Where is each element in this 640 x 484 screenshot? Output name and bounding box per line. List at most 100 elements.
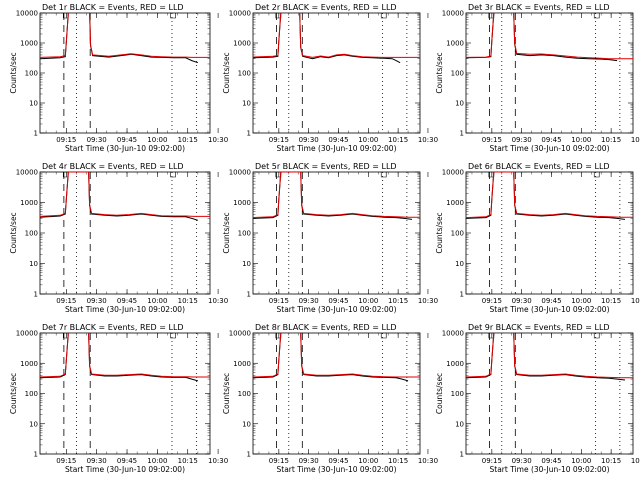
y-tick-label: 10000: [229, 10, 251, 18]
x-tick-label: 10:30: [631, 457, 640, 465]
top-bracket: [170, 13, 176, 19]
plot-frame: [252, 12, 421, 134]
lld-series-line: [466, 13, 633, 60]
y-axis-label: Counts/sec: [222, 52, 231, 93]
x-axis-label: Start Time (30-Jun-10 09:02:00): [490, 144, 610, 153]
x-tick-label: 10:15: [388, 457, 408, 465]
y-tick-label: 10000: [229, 169, 251, 177]
y-axis-label: Counts/sec: [9, 212, 18, 253]
x-tick-label: 10:30: [208, 136, 228, 144]
y-tick-label: 1: [247, 291, 251, 299]
x-tick-label: 09:45: [117, 297, 137, 305]
x-axis-label: Start Time (30-Jun-10 09:02:00): [490, 465, 610, 474]
top-bracket: [170, 333, 176, 339]
y-tick-label: 10: [455, 260, 464, 268]
x-tick-label: 09:15: [56, 457, 76, 465]
lld-series-line: [253, 172, 420, 219]
x-tick-label: 09:45: [117, 136, 137, 144]
x-tick-label: 10:15: [178, 297, 198, 305]
x-tick-label: 09:30: [512, 457, 532, 465]
plot-panel-3: Det 3r BLACK = Events, RED = LLD 1 10 100 10…: [435, 3, 640, 153]
x-tick-label: 09:30: [87, 297, 107, 305]
x-tick-label: 10:15: [601, 297, 621, 305]
x-tick-label: 09:45: [328, 457, 348, 465]
x-tick-label: 09:45: [328, 136, 348, 144]
x-tick-label: 09:45: [541, 136, 561, 144]
panel-title: Det 8r BLACK = Events, RED = LLD: [255, 323, 397, 332]
x-axis-label: Start Time (30-Jun-10 09:02:00): [490, 305, 610, 314]
y-tick-label: 10000: [16, 169, 38, 177]
x-tick-label: 09:45: [117, 457, 137, 465]
plot-panel-4: Det 4r BLACK = Events, RED = LLD 1 10 100 10…: [9, 162, 228, 314]
y-tick-label: 1: [247, 130, 251, 138]
x-tick-label: 10:00: [571, 136, 591, 144]
x-tick-label: 10:15: [178, 136, 198, 144]
x-tick-label: 10:30: [418, 297, 438, 305]
y-tick-label: 1000: [446, 199, 464, 207]
panel-title: Det 9r BLACK = Events, RED = LLD: [468, 323, 610, 332]
top-bracket: [170, 172, 176, 178]
y-tick-label: 1000: [20, 40, 38, 48]
y-tick-label: 10: [29, 260, 38, 268]
x-tick-label: 09:45: [541, 457, 561, 465]
y-tick-label: 100: [451, 70, 464, 78]
y-tick-label: 10: [455, 100, 464, 108]
x-tick-label: 10:15: [601, 136, 621, 144]
y-tick-label: 1000: [446, 40, 464, 48]
lld-series-line: [466, 333, 633, 379]
plot-frame: [39, 12, 211, 134]
y-tick-label: 10: [29, 420, 38, 428]
plot-frame: [252, 332, 421, 455]
plot-frame: [39, 332, 211, 455]
x-axis-label: Start Time (30-Jun-10 09:02:00): [277, 305, 397, 314]
plot-panel-9: Det 9r BLACK = Events, RED = LLD 1 10 100 10…: [435, 323, 640, 474]
y-axis-label: Counts/sec: [435, 373, 444, 414]
x-tick-label: 09:45: [541, 297, 561, 305]
x-axis-label: Start Time (30-Jun-10 09:02:00): [277, 144, 397, 153]
lld-series-line: [253, 333, 420, 378]
x-axis-label: Start Time (30-Jun-10 09:02:00): [65, 465, 185, 474]
x-tick-label: 09:15: [269, 136, 289, 144]
x-tick-label: 10:00: [147, 297, 167, 305]
plot-panel-2: Det 2r BLACK = Events, RED = LLD 1 10 100 10…: [222, 3, 438, 153]
y-tick-label: 10000: [442, 169, 464, 177]
y-tick-label: 10: [242, 100, 251, 108]
y-tick-label: 1: [460, 291, 464, 299]
x-tick-label: 10:15: [388, 136, 408, 144]
panel-title: Det 4r BLACK = Events, RED = LLD: [42, 162, 184, 171]
panel-title: Det 7r BLACK = Events, RED = LLD: [42, 323, 184, 332]
x-tick-label: 10:30: [208, 297, 228, 305]
lld-series-line: [466, 172, 633, 219]
y-tick-label: 100: [451, 230, 464, 238]
x-axis-label: Start Time (30-Jun-10 09:02:00): [65, 305, 185, 314]
top-bracket: [380, 13, 387, 19]
x-tick-label: 10:00: [147, 136, 167, 144]
y-axis-label: Counts/sec: [435, 52, 444, 93]
y-tick-label: 1000: [20, 360, 38, 368]
x-axis-label: Start Time (30-Jun-10 09:02:00): [65, 144, 185, 153]
x-tick-label: 10:30: [418, 136, 438, 144]
x-tick-label: 09:45: [328, 297, 348, 305]
x-tick-label: 10:30: [631, 297, 640, 305]
y-axis-label: Counts/sec: [435, 212, 444, 253]
x-tick-label: 09:30: [299, 457, 319, 465]
x-axis-label: Start Time (30-Jun-10 09:02:00): [277, 465, 397, 474]
x-tick-label: 09:15: [482, 136, 502, 144]
y-tick-label: 10: [242, 420, 251, 428]
y-tick-label: 10000: [229, 330, 251, 338]
y-tick-label: 10: [455, 420, 464, 428]
x-tick-label: 10:15: [601, 457, 621, 465]
y-tick-label: 10000: [442, 10, 464, 18]
top-bracket: [593, 333, 600, 339]
plot-panel-8: Det 8r BLACK = Events, RED = LLD 1 10 100 10…: [222, 323, 438, 474]
x-tick-label: 09:30: [512, 297, 532, 305]
lld-series-line: [40, 13, 210, 58]
y-tick-label: 1000: [20, 199, 38, 207]
x-tick-label: 10:30: [418, 457, 438, 465]
plot-panel-1: Det 1r BLACK = Events, RED = LLD 1 10 100 10…: [9, 3, 228, 153]
x-tick-label: 10:00: [358, 457, 378, 465]
panel-title: Det 5r BLACK = Events, RED = LLD: [255, 162, 397, 171]
x-tick-label: 09:15: [482, 457, 502, 465]
